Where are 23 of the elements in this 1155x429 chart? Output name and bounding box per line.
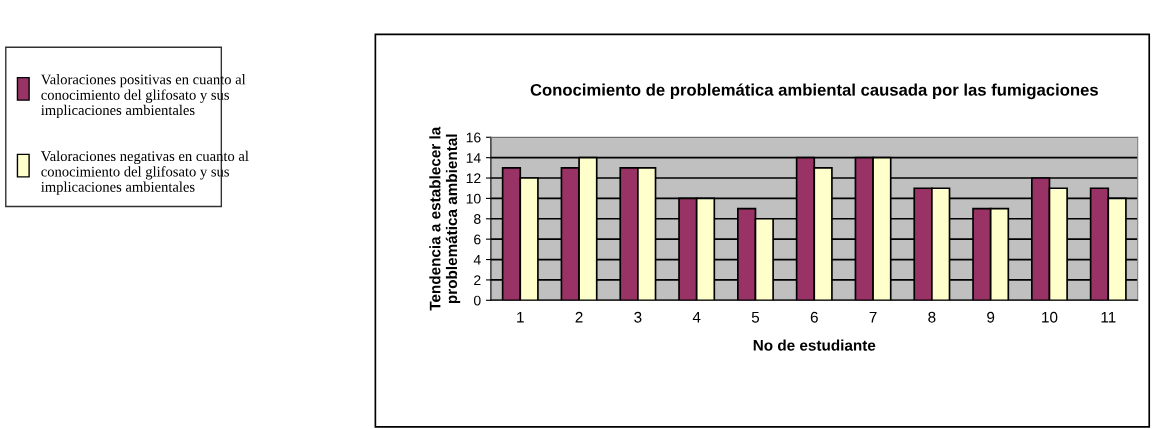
y-axis-title: Tendencia a establecer la problemática ambiental — [429, 126, 461, 311]
x-axis-title: No de estudiante — [753, 339, 876, 351]
x-tick-label: 4 — [692, 311, 701, 323]
y-tick-label: 10 — [466, 193, 481, 204]
y-tick-label: 14 — [466, 153, 481, 163]
y-tick-label: 12 — [466, 173, 481, 184]
y-tick-label: 2 — [474, 275, 481, 285]
x-tick-label: 9 — [987, 311, 995, 323]
x-tick-label: 2 — [575, 311, 583, 323]
y-tick-label: 0 — [473, 295, 481, 306]
x-tick-label: 3 — [634, 311, 642, 323]
y-tick-label: 8 — [474, 214, 481, 224]
x-tick-label: 8 — [928, 311, 936, 323]
y-tick-label: 4 — [473, 255, 481, 265]
x-tick-label: 7 — [869, 311, 877, 323]
x-tick-label: 1 — [517, 311, 524, 323]
x-tick-label: 10 — [1042, 311, 1058, 323]
y-tick-label: 6 — [474, 234, 481, 245]
chart-title: Conocimiento de problemática ambiental causada por las fumigaciones — [530, 83, 1098, 100]
y-tick-label: 16 — [466, 132, 481, 143]
x-tick-label: 11 — [1101, 311, 1116, 323]
x-tick-label: 6 — [810, 311, 818, 323]
x-tick-label: 5 — [751, 311, 760, 323]
